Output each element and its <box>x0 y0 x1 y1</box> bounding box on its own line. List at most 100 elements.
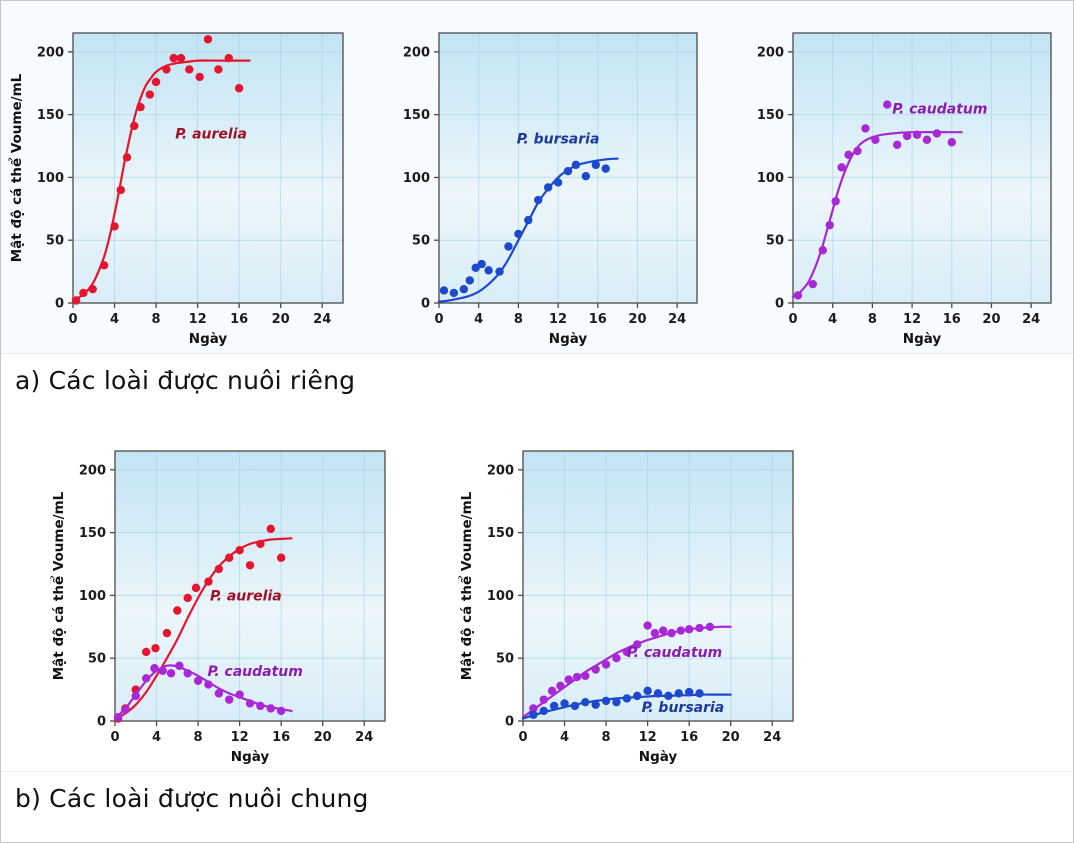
y-tick-label: 200 <box>37 45 64 60</box>
data-point-caudatum <box>922 135 932 144</box>
data-point-caudatum <box>183 669 192 678</box>
y-tick-label: 100 <box>79 589 106 604</box>
data-point-caudatum <box>831 197 840 206</box>
data-point-caudatum <box>266 704 275 713</box>
chart-p-caudatum-alone: 0 4 8 12 16 20 24 0 50 100 150 200 P. caudatum Ngày <box>757 32 1052 347</box>
x-axis-label: Ngày <box>549 331 588 347</box>
y-tick-label: 0 <box>505 715 514 730</box>
y-tick-label: 150 <box>403 108 430 123</box>
data-point-aurelia <box>162 65 171 74</box>
data-point-caudatum <box>633 640 642 649</box>
x-tick-label: 4 <box>474 312 483 327</box>
data-point-caudatum <box>235 690 244 699</box>
data-point-caudatum <box>572 672 582 682</box>
data-point-caudatum <box>643 621 652 630</box>
y-tick-label: 150 <box>37 108 64 123</box>
y-tick-label: 50 <box>46 234 64 249</box>
x-axis-label: Ngày <box>903 331 942 347</box>
y-tick-label: 50 <box>88 652 106 667</box>
plot-frame <box>114 450 386 722</box>
y-axis-label: Mật độ cá thể Voume/mL <box>8 73 25 262</box>
x-tick-label: 4 <box>560 730 569 745</box>
data-point-caudatum <box>883 100 892 109</box>
plot-frame <box>72 32 344 304</box>
x-tick-label: 8 <box>194 730 203 745</box>
data-point-bursaria <box>653 689 663 698</box>
x-tick-label: 12 <box>231 730 249 745</box>
y-tick-label: 150 <box>757 108 784 123</box>
data-point-bursaria <box>504 242 513 251</box>
data-point-caudatum <box>793 291 803 300</box>
plot-frame <box>438 32 698 304</box>
x-tick-label: 12 <box>549 312 567 327</box>
data-point-bursaria <box>633 691 642 701</box>
x-tick-label: 16 <box>943 312 961 327</box>
data-point-aurelia <box>110 222 119 231</box>
data-point-bursaria <box>534 195 543 205</box>
data-point-bursaria <box>563 166 573 176</box>
y-tick-label: 150 <box>487 526 514 541</box>
data-point-caudatum <box>808 279 818 289</box>
x-tick-label: 20 <box>628 312 646 327</box>
x-tick-label: 20 <box>272 312 290 327</box>
data-point-aurelia <box>185 65 194 74</box>
series-label-aurelia: P. aurelia <box>210 588 282 604</box>
plot-frame <box>522 450 794 722</box>
chart-aurelia-caudatum-together: 0 4 8 12 16 20 24 0 50 100 150 200 P. aurelia P. caud… <box>50 450 386 765</box>
data-point-bursaria <box>571 160 581 170</box>
data-point-caudatum <box>947 138 956 147</box>
data-point-aurelia <box>136 102 145 112</box>
data-point-bursaria <box>477 259 486 269</box>
data-point-bursaria <box>553 178 563 187</box>
data-point-bursaria <box>601 164 610 173</box>
y-tick-label: 100 <box>487 589 514 604</box>
series-label-bursaria: P. bursaria <box>642 700 725 716</box>
x-tick-label: 16 <box>589 312 607 327</box>
data-point-caudatum <box>193 676 203 686</box>
series-label-bursaria: P. bursaria <box>517 132 600 148</box>
data-point-bursaria <box>622 694 632 703</box>
data-point-aurelia <box>145 90 155 99</box>
data-point-aurelia <box>169 53 178 63</box>
x-tick-label: 16 <box>272 730 290 745</box>
data-point-caudatum <box>547 686 557 696</box>
data-point-caudatum <box>932 129 942 138</box>
data-point-caudatum <box>705 622 715 632</box>
data-point-bursaria <box>439 286 449 295</box>
data-point-aurelia <box>191 583 201 593</box>
data-point-aurelia <box>141 647 151 657</box>
data-point-aurelia <box>99 261 109 270</box>
data-point-aurelia <box>245 561 255 570</box>
data-point-bursaria <box>643 686 652 696</box>
x-tick-label: 8 <box>514 312 523 327</box>
data-point-caudatum <box>214 689 224 698</box>
data-point-aurelia <box>266 524 275 534</box>
x-tick-label: 16 <box>230 312 248 327</box>
data-point-caudatum <box>622 647 632 657</box>
y-axis-label: Mật độ cá thể Voume/mL <box>50 491 67 680</box>
x-tick-label: 0 <box>68 312 77 327</box>
data-point-caudatum <box>892 140 902 149</box>
y-tick-label: 0 <box>775 297 784 312</box>
data-point-bursaria <box>543 183 553 192</box>
x-tick-label: 24 <box>1022 312 1040 327</box>
data-point-bursaria <box>529 710 538 719</box>
x-tick-label: 24 <box>763 730 781 745</box>
plot-area <box>793 33 1051 303</box>
data-point-aurelia <box>214 65 223 74</box>
data-point-aurelia <box>214 564 224 574</box>
chart-row-separate: 0 4 8 12 16 20 24 0 50 100 150 200 P. aurelia Ngày Mật… <box>1 1 1073 354</box>
y-tick-label: 100 <box>37 171 64 186</box>
data-point-caudatum <box>658 626 668 635</box>
data-point-caudatum <box>695 623 704 633</box>
y-tick-label: 200 <box>757 45 784 60</box>
y-tick-label: 200 <box>403 45 430 60</box>
data-point-aurelia <box>225 553 234 562</box>
x-tick-label: 12 <box>189 312 207 327</box>
data-point-bursaria <box>581 171 591 181</box>
data-point-aurelia <box>224 53 233 63</box>
data-point-bursaria <box>560 699 569 708</box>
x-tick-label: 24 <box>313 312 331 327</box>
data-point-aurelia <box>195 72 204 82</box>
y-tick-label: 200 <box>79 463 106 478</box>
